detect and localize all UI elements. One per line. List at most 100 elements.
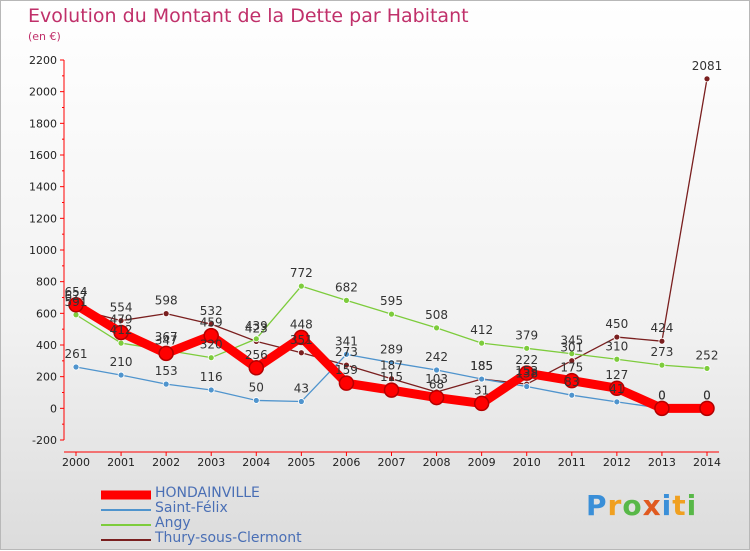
y-tick-label: 1200 [29,212,57,225]
data-label: 598 [155,294,178,308]
data-label: 347 [155,333,178,347]
data-label: 83 [564,375,579,389]
x-tick-label: 2001 [107,456,135,469]
data-label: 508 [425,308,448,322]
data-label: 0 [658,388,666,402]
data-label: 116 [200,370,223,384]
data-point [564,372,580,389]
chart-title: Evolution du Montant de la Dette par Hab… [28,5,469,27]
data-point [518,365,535,381]
data-label: 345 [560,334,583,348]
data-point [388,375,395,383]
legend-label: Angy [155,515,191,531]
data-point [248,360,265,376]
data-point [658,361,666,369]
data-label: 627 [65,289,88,303]
series-angy [72,282,711,372]
data-label: 175 [560,361,583,375]
data-label: 682 [335,280,358,294]
data-point [207,320,215,328]
x-tick-label: 2005 [287,456,315,469]
data-label: 772 [290,266,313,280]
data-label: 654 [65,285,88,299]
data-label: 153 [515,364,538,378]
x-tick-label: 2003 [197,456,225,469]
data-point [117,371,125,379]
data-point [654,400,670,417]
data-label: 532 [200,304,223,318]
data-label: 222 [515,353,538,367]
data-point [613,333,621,341]
data-label: 479 [110,312,133,326]
data-point [703,365,711,372]
data-label: 2081 [692,59,723,73]
data-label: 153 [155,364,178,378]
data-point [383,382,400,398]
data-label: 50 [249,380,264,394]
legend-swatch [101,490,151,499]
legend-label: Saint-Félix [155,500,228,516]
data-point [613,355,621,363]
data-label: 242 [425,350,448,364]
data-point [293,329,310,346]
y-tick-label: 800 [36,276,57,289]
data-label: 289 [380,343,403,357]
data-point [207,386,215,394]
data-point [699,400,715,417]
data-point [343,361,350,369]
data-label: 459 [200,316,223,330]
data-label: 68 [429,378,444,392]
data-point [297,349,305,357]
legend-swatch [101,508,151,511]
x-tick-label: 2002 [152,456,180,469]
data-label: 127 [605,368,628,382]
data-label: 115 [380,370,403,384]
data-label: 412 [110,323,133,337]
data-point [207,354,215,362]
data-point [252,335,260,343]
data-label: 424 [650,321,673,335]
data-label: 273 [335,345,358,359]
legend-label: Thury-sous-Clermont [155,530,302,546]
data-point [523,383,531,390]
y-tick-label: 1800 [29,117,57,130]
y-tick-label: 1600 [29,149,57,162]
data-point [568,350,576,358]
data-label: 341 [335,334,358,348]
y-tick-label: 1000 [29,244,57,257]
data-label: 301 [560,341,583,355]
data-point [523,344,531,352]
data-label: 252 [696,348,719,362]
data-label: 591 [65,295,88,309]
data-point [433,366,440,374]
data-point [473,395,490,412]
data-label: 185 [470,359,493,373]
y-tick-label: 200 [36,371,57,384]
series-hondainville [68,297,715,417]
x-tick-label: 2006 [332,456,360,469]
data-label: 320 [200,338,223,352]
data-label: 159 [335,363,358,377]
data-point [297,398,305,405]
y-tick-label: 0 [50,402,57,415]
data-label: 367 [155,330,178,344]
data-point [613,398,621,406]
data-point [117,339,125,347]
data-label: 31 [474,383,489,397]
data-point [433,324,440,332]
legend-label: HONDAINVILLE [155,485,260,501]
data-point [252,397,260,404]
data-point [658,337,666,345]
data-label: 256 [245,348,268,362]
data-point [203,327,219,344]
x-tick-label: 2008 [423,456,451,469]
data-point [703,75,711,83]
x-tick-label: 2007 [378,456,406,469]
data-label: 138 [515,366,538,380]
data-point [162,380,170,388]
data-point [113,324,129,341]
data-label: 41 [609,382,624,396]
data-label: 554 [110,301,133,315]
data-point [388,359,395,366]
